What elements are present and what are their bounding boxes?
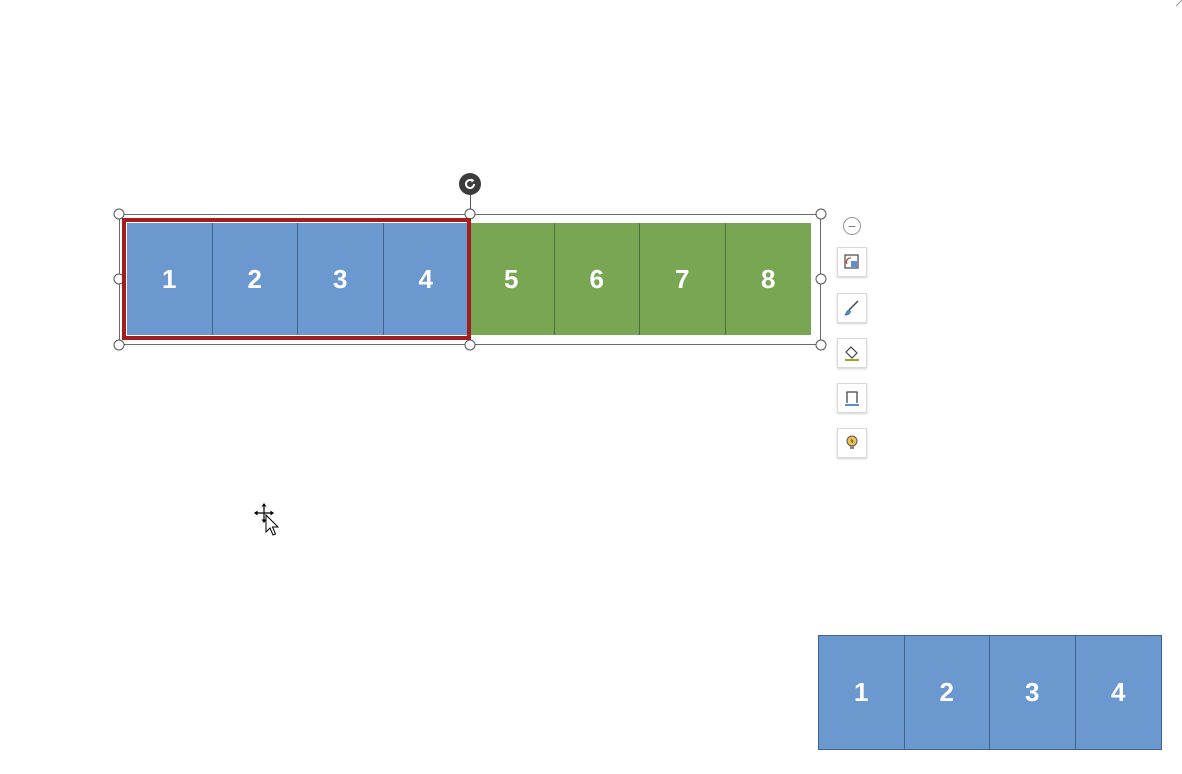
resize-handle-middle-right[interactable] <box>815 273 827 285</box>
collapse-toolbar-button[interactable]: − <box>843 217 861 235</box>
rotate-icon <box>465 178 476 190</box>
resize-handle-bottom-left[interactable] <box>113 339 125 351</box>
tile-4[interactable]: 4 <box>383 223 469 335</box>
tile-3[interactable]: 3 <box>990 636 1076 749</box>
design-ideas-button[interactable] <box>837 428 867 458</box>
tile-1[interactable]: 1 <box>819 636 905 749</box>
style-button[interactable] <box>837 293 867 323</box>
layout-options-button[interactable] <box>837 247 867 277</box>
outline-icon <box>845 391 859 406</box>
tile-4[interactable]: 4 <box>1075 636 1161 749</box>
rotate-stem <box>470 192 471 214</box>
minus-icon: − <box>847 218 857 234</box>
corner-artifact <box>1176 0 1182 6</box>
resize-handle-top-right[interactable] <box>815 208 827 220</box>
top-tile-row: 1 2 3 4 5 6 7 8 <box>127 223 811 335</box>
layout-options-icon <box>844 254 859 269</box>
tile-6[interactable]: 6 <box>554 223 640 335</box>
tile-1[interactable]: 1 <box>127 223 213 335</box>
tile-7[interactable]: 7 <box>640 223 726 335</box>
resize-handle-bottom-right[interactable] <box>815 339 827 351</box>
resize-handle-top-middle[interactable] <box>464 208 476 220</box>
tile-2[interactable]: 2 <box>904 636 990 749</box>
resize-handle-top-left[interactable] <box>113 208 125 220</box>
bottom-tile-row: 1 2 3 4 <box>818 635 1162 750</box>
outline-button[interactable] <box>837 383 867 413</box>
tile-3[interactable]: 3 <box>298 223 384 335</box>
resize-handle-bottom-middle[interactable] <box>464 339 476 351</box>
style-brush-icon <box>844 300 859 316</box>
move-cursor-icon <box>254 503 280 536</box>
fill-button[interactable] <box>837 338 867 368</box>
fill-bucket-icon <box>845 346 859 361</box>
rotate-handle[interactable] <box>459 173 481 195</box>
tile-5[interactable]: 5 <box>469 223 555 335</box>
resize-handle-middle-left[interactable] <box>113 273 125 285</box>
tile-8[interactable]: 8 <box>725 223 811 335</box>
tile-2[interactable]: 2 <box>212 223 298 335</box>
design-ideas-bulb-icon <box>846 435 858 449</box>
